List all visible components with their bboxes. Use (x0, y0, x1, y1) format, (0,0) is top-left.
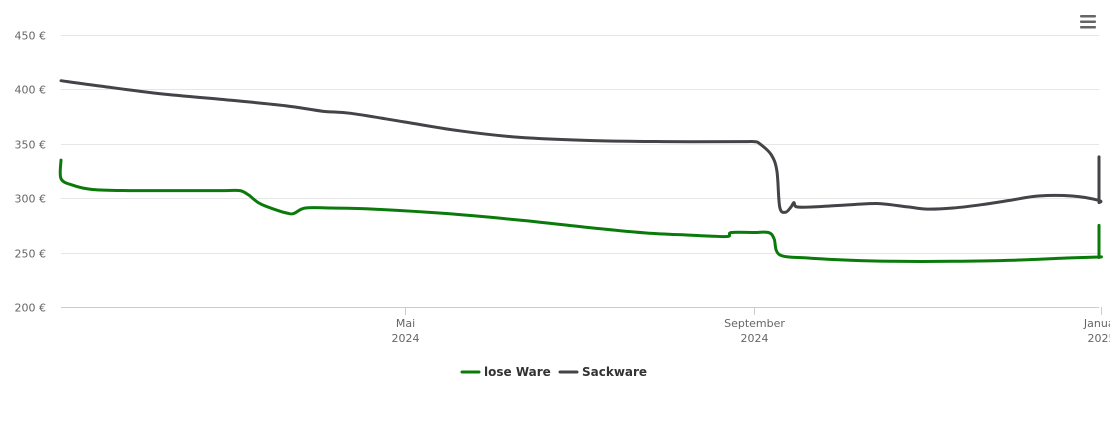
grid-lines (61, 35, 1099, 254)
y-tick-label: 400 € (15, 84, 47, 97)
chart-menu-button[interactable] (1077, 12, 1099, 32)
legend-item-sackware[interactable]: Sackware (558, 365, 647, 379)
hamburger-menu-icon (1080, 15, 1096, 29)
legend-label-sackware: Sackware (582, 365, 647, 379)
y-axis-labels: 200 € 250 € 300 € 350 € 400 € 450 € (15, 30, 47, 315)
legend-item-lose-ware[interactable]: lose Ware (460, 365, 551, 379)
y-tick-label: 450 € (15, 30, 47, 43)
x-axis-labels: Mai 2024 September 2024 Januar 2025 (392, 307, 1110, 345)
series-lines (58, 79, 1103, 263)
legend-label-lose-ware: lose Ware (484, 365, 551, 379)
y-tick-label: 300 € (15, 193, 47, 206)
y-tick-label: 250 € (15, 248, 47, 261)
x-tick-label-year: 2024 (392, 332, 420, 345)
x-tick-label-year: 2024 (741, 332, 769, 345)
x-tick-label: Mai (396, 317, 415, 330)
series-line-sackware (59, 79, 1103, 214)
y-tick-label: 200 € (15, 302, 47, 315)
y-tick-label: 350 € (15, 139, 47, 152)
x-tick-label: September (724, 317, 785, 330)
x-tick-label-year: 2025 (1088, 332, 1110, 345)
series-line-lose-ware (58, 158, 1103, 263)
chart-legend: lose Ware Sackware (460, 365, 647, 379)
x-tick-label: Januar (1083, 317, 1110, 330)
